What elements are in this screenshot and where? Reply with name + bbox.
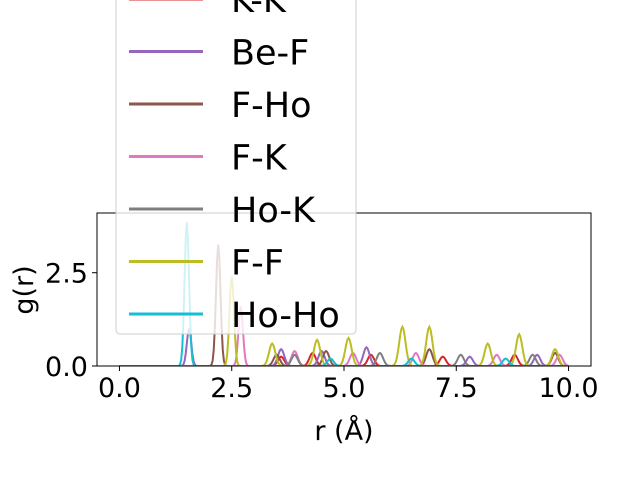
x-tick-label: 7.5 [435,373,478,404]
x-tick-label: 2.5 [210,373,253,404]
legend-label: Ho-K [231,191,316,231]
y-axis-label: g(r) [9,265,40,314]
y-tick-label: 2.5 [45,259,88,290]
legend-label: F-F [231,244,284,284]
x-axis-label: r (Å) [314,415,373,447]
series-line-be-f [119,328,569,366]
legend-label: K-K [231,0,287,21]
legend-label: Be-F [231,34,309,74]
legend-label: F-K [231,139,288,179]
x-tick-label: 10.0 [538,373,598,404]
y-axis-ticks: 0.0 2.5 [45,259,97,383]
x-tick-label: 0.0 [98,373,141,404]
y-tick-label: 0.0 [45,352,88,383]
x-axis-ticks: 0.0 2.5 5.0 7.5 10.0 [98,366,599,404]
legend-box [115,0,357,335]
legend: K-K Be-F F-Ho F-K Ho-K F-F Ho-Ho [115,0,357,336]
legend-label: F-Ho [231,86,312,126]
legend-label: Ho-Ho [231,296,340,336]
x-tick-label: 5.0 [323,373,366,404]
series-line-f-f [119,276,569,366]
